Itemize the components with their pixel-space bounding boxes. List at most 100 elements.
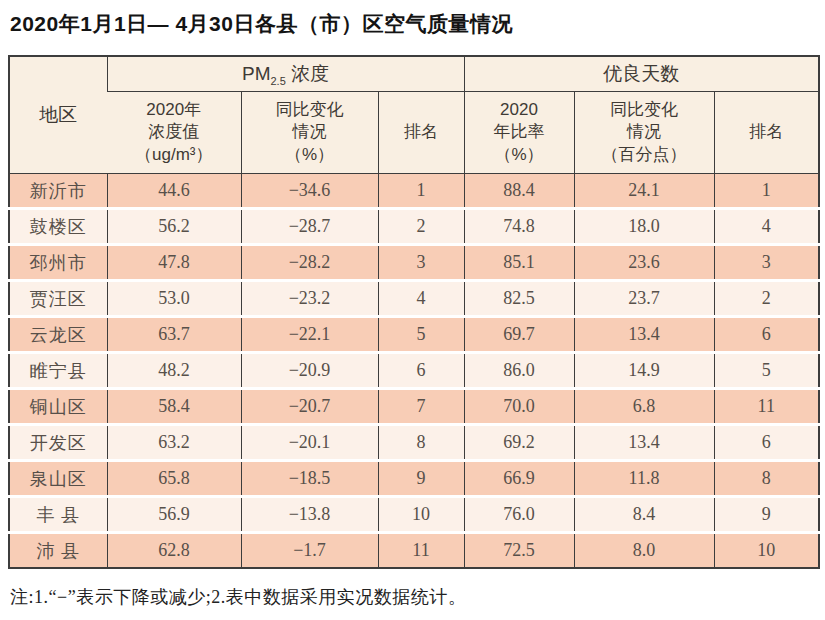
days-ratio-cell: 69.2	[464, 425, 574, 461]
pm-rank-cell: 3	[378, 245, 464, 281]
days-change-cell: 23.7	[574, 281, 714, 317]
days-change-cell: 11.8	[574, 461, 714, 497]
days-ratio-cell: 74.8	[464, 209, 574, 245]
pm-rank-cell: 1	[378, 174, 464, 209]
days-rank-cell: 11	[714, 389, 819, 425]
table-body: 新沂市 44.6 −34.6 1 88.4 24.1 1 鼓楼区 56.2 −2…	[9, 174, 819, 569]
days-ratio-cell: 85.1	[464, 245, 574, 281]
pm-change-cell: −23.2	[241, 281, 378, 317]
pm-value-cell: 53.0	[107, 281, 241, 317]
air-quality-table: 地区 PM2.5 浓度 优良天数 2020年 浓度值 （ug/m³） 同比变化 …	[8, 55, 820, 569]
page-title: 2020年1月1日— 4月30日各县（市）区空气质量情况	[10, 10, 825, 38]
region-cell: 泉山区	[9, 461, 107, 497]
table-row: 丰 县 56.9 −13.8 10 76.0 8.4 9	[9, 497, 819, 533]
region-cell: 睢宁县	[9, 353, 107, 389]
table-row: 睢宁县 48.2 −20.9 6 86.0 14.9 5	[9, 353, 819, 389]
pm-change-cell: −20.7	[241, 389, 378, 425]
table-row: 开发区 63.2 −20.1 8 69.2 13.4 6	[9, 425, 819, 461]
pm-rank-cell: 5	[378, 317, 464, 353]
header-sub-row: 2020年 浓度值 （ug/m³） 同比变化 情况 （%） 排名 2020 年比…	[9, 92, 819, 174]
pm-change-cell: −22.1	[241, 317, 378, 353]
table-row: 铜山区 58.4 −20.7 7 70.0 6.8 11	[9, 389, 819, 425]
days-change-cell: 24.1	[574, 174, 714, 209]
header-pm-rank: 排名	[378, 92, 464, 174]
region-cell: 新沂市	[9, 174, 107, 209]
days-rank-cell: 2	[714, 281, 819, 317]
pm-change-cell: −20.1	[241, 425, 378, 461]
days-ratio-cell: 66.9	[464, 461, 574, 497]
table-row: 贾汪区 53.0 −23.2 4 82.5 23.7 2	[9, 281, 819, 317]
days-ratio-cell: 88.4	[464, 174, 574, 209]
pm-change-cell: −18.5	[241, 461, 378, 497]
pm-change-cell: −28.7	[241, 209, 378, 245]
header-days-ratio: 2020 年比率 （%）	[464, 92, 574, 174]
days-rank-cell: 10	[714, 533, 819, 569]
days-change-cell: 8.0	[574, 533, 714, 569]
days-rank-cell: 8	[714, 461, 819, 497]
days-rank-cell: 6	[714, 425, 819, 461]
region-cell: 丰 县	[9, 497, 107, 533]
days-rank-cell: 9	[714, 497, 819, 533]
days-change-cell: 14.9	[574, 353, 714, 389]
header-group-good-days: 优良天数	[464, 56, 819, 92]
region-cell: 沛 县	[9, 533, 107, 569]
days-ratio-cell: 69.7	[464, 317, 574, 353]
days-change-cell: 8.4	[574, 497, 714, 533]
days-rank-cell: 5	[714, 353, 819, 389]
pm-value-cell: 48.2	[107, 353, 241, 389]
table-row: 泉山区 65.8 −18.5 9 66.9 11.8 8	[9, 461, 819, 497]
footnote: 注:1.“−”表示下降或减少;2.表中数据采用实况数据统计。	[10, 585, 825, 609]
days-change-cell: 13.4	[574, 425, 714, 461]
pm-value-cell: 62.8	[107, 533, 241, 569]
table-row: 鼓楼区 56.2 −28.7 2 74.8 18.0 4	[9, 209, 819, 245]
pm-rank-cell: 9	[378, 461, 464, 497]
table-row: 沛 县 62.8 −1.7 11 72.5 8.0 10	[9, 533, 819, 569]
days-rank-cell: 6	[714, 317, 819, 353]
pm-change-cell: −28.2	[241, 245, 378, 281]
pm-label-subscript: 2.5	[270, 75, 285, 87]
header-days-change: 同比变化 情况 （百分点）	[574, 92, 714, 174]
pm-rank-cell: 6	[378, 353, 464, 389]
pm-rank-cell: 7	[378, 389, 464, 425]
header-pm-value: 2020年 浓度值 （ug/m³）	[107, 92, 241, 174]
header-region: 地区	[9, 56, 107, 174]
region-cell: 铜山区	[9, 389, 107, 425]
table-row: 新沂市 44.6 −34.6 1 88.4 24.1 1	[9, 174, 819, 209]
table-row: 云龙区 63.7 −22.1 5 69.7 13.4 6	[9, 317, 819, 353]
pm-value-cell: 44.6	[107, 174, 241, 209]
page: 2020年1月1日— 4月30日各县（市）区空气质量情况 地区 PM2.5 浓度…	[0, 0, 825, 620]
table-header: 地区 PM2.5 浓度 优良天数 2020年 浓度值 （ug/m³） 同比变化 …	[9, 56, 819, 174]
days-ratio-cell: 72.5	[464, 533, 574, 569]
header-pm-change: 同比变化 情况 （%）	[241, 92, 378, 174]
pm-label-prefix: PM	[242, 63, 271, 84]
days-rank-cell: 1	[714, 174, 819, 209]
region-cell: 开发区	[9, 425, 107, 461]
pm-value-cell: 63.7	[107, 317, 241, 353]
pm-value-cell: 65.8	[107, 461, 241, 497]
header-group-pm25: PM2.5 浓度	[107, 56, 464, 92]
pm-rank-cell: 8	[378, 425, 464, 461]
pm-label-suffix: 浓度	[286, 63, 329, 84]
region-cell: 贾汪区	[9, 281, 107, 317]
table-row: 邳州市 47.8 −28.2 3 85.1 23.6 3	[9, 245, 819, 281]
days-change-cell: 23.6	[574, 245, 714, 281]
header-group-row: 地区 PM2.5 浓度 优良天数	[9, 56, 819, 92]
pm-rank-cell: 2	[378, 209, 464, 245]
pm-change-cell: −13.8	[241, 497, 378, 533]
pm-change-cell: −34.6	[241, 174, 378, 209]
pm-value-cell: 56.2	[107, 209, 241, 245]
pm-value-cell: 47.8	[107, 245, 241, 281]
days-ratio-cell: 82.5	[464, 281, 574, 317]
region-cell: 云龙区	[9, 317, 107, 353]
region-cell: 鼓楼区	[9, 209, 107, 245]
days-rank-cell: 3	[714, 245, 819, 281]
days-ratio-cell: 76.0	[464, 497, 574, 533]
pm-rank-cell: 10	[378, 497, 464, 533]
pm-value-cell: 56.9	[107, 497, 241, 533]
pm-value-cell: 58.4	[107, 389, 241, 425]
header-days-rank: 排名	[714, 92, 819, 174]
region-cell: 邳州市	[9, 245, 107, 281]
pm-value-cell: 63.2	[107, 425, 241, 461]
days-ratio-cell: 86.0	[464, 353, 574, 389]
pm-rank-cell: 11	[378, 533, 464, 569]
